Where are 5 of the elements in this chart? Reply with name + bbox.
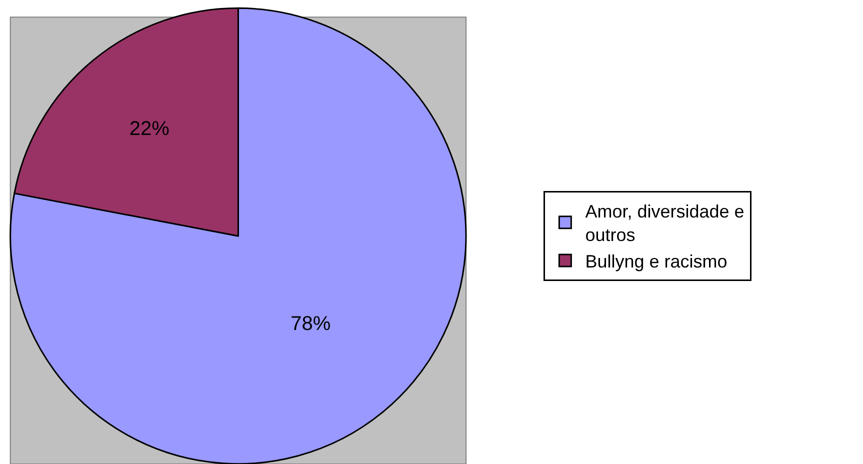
legend-label: Bullyng e racismo — [585, 252, 728, 272]
data-label: 78% — [290, 312, 331, 335]
legend-label: Amor, diversidade e outros — [585, 202, 744, 246]
data-label: 22% — [129, 118, 170, 140]
pie-slice — [10, 7, 467, 464]
